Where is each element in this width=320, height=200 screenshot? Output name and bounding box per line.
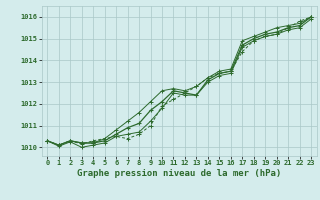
X-axis label: Graphe pression niveau de la mer (hPa): Graphe pression niveau de la mer (hPa) — [77, 169, 281, 178]
